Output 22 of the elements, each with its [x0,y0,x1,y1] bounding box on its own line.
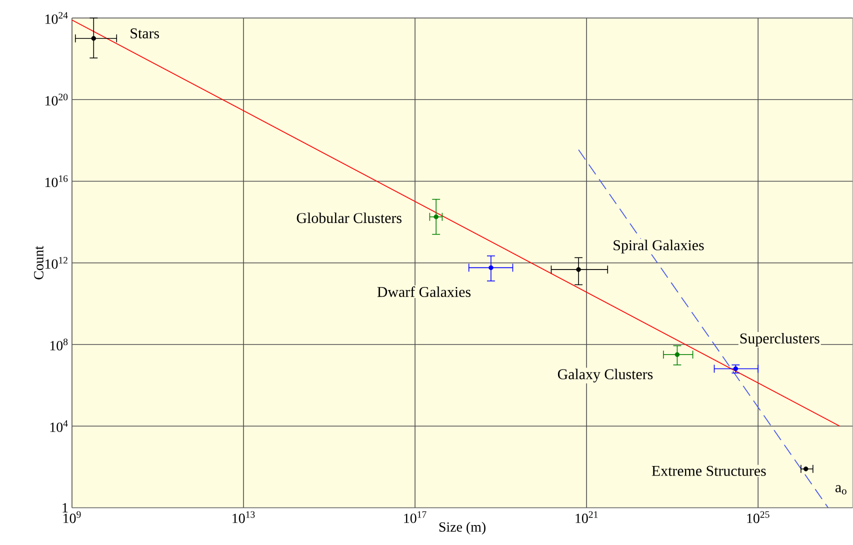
annotation: Extreme Structures [652,466,766,476]
y-tick-label: 10$^{24}$ [45,12,68,24]
y-tick-label: 10$^{16}$ [45,175,68,188]
x-tick-label: 10$^{9}$ [64,511,81,524]
x-axis-title: Size (m) [439,522,486,535]
annotation: Superclusters [740,333,820,347]
x-tick-label: 10$^{13}$ [232,511,255,524]
annotation: Globular Clusters [296,212,402,224]
y-tick-label: 10$^{12}$ [45,257,68,269]
x-tick-label: 10$^{25}$ [747,511,770,524]
annotation: Stars [130,28,160,39]
annotation: Dwarf Galaxies [377,286,471,298]
annotation: Spiral Galaxies [614,240,704,254]
x-tick-label: 10$^{21}$ [576,511,598,524]
y-tick-label: 10$^{20}$ [45,94,68,106]
annotation: Galaxy Clusters [558,368,653,382]
y-tick-label: 10$^{4}$ [50,420,68,432]
annotation: a$_{o}$ [835,485,846,495]
x-tick-label: 10$^{17}$ [404,511,426,524]
y-tick-label: 10$^{8}$ [50,338,68,351]
y-tick-label: 1 [62,503,68,512]
y-axis-title: Count [34,246,44,280]
